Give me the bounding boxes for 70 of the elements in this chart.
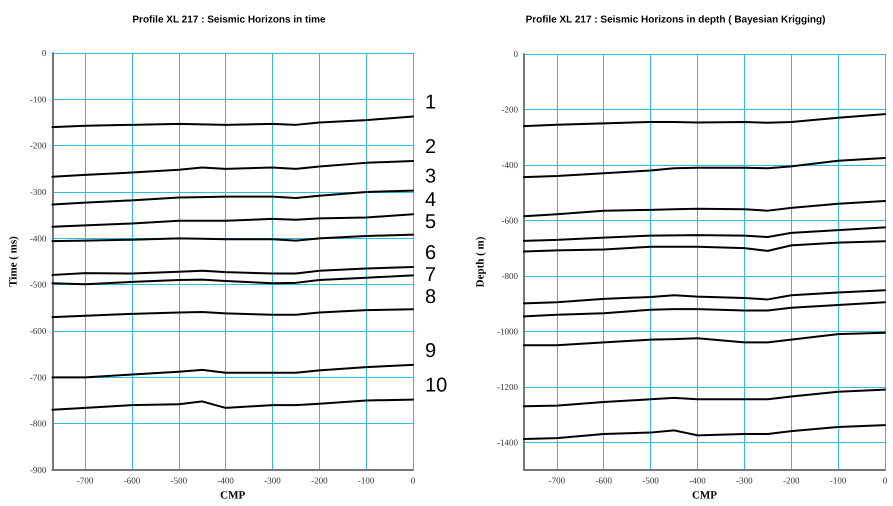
line-series <box>523 226 886 242</box>
y-tick-label: -800 <box>30 418 47 429</box>
line-series <box>523 332 886 346</box>
line-series <box>51 266 414 276</box>
line-series <box>51 274 414 286</box>
x-tick-label: 0 <box>882 476 888 486</box>
series-label: 1 <box>425 91 436 114</box>
y-tick-label: -700 <box>30 372 47 382</box>
y-tick-label: -1000 <box>497 326 518 336</box>
x-tick-label: -700 <box>76 476 94 486</box>
x-tick-label: 0 <box>410 476 416 486</box>
y-tick-label: -500 <box>30 280 47 290</box>
x-tick-label: -100 <box>358 476 375 486</box>
line-series <box>51 364 414 378</box>
line-series <box>523 289 886 304</box>
x-tick-label: -500 <box>170 476 188 486</box>
line-series <box>523 240 886 252</box>
y-axis-title: Depth ( m) <box>474 236 487 288</box>
line-series <box>51 213 414 228</box>
line-series <box>523 301 886 318</box>
y-tick-label: -800 <box>502 270 518 281</box>
series-label: 4 <box>425 189 436 212</box>
x-tick-label: -600 <box>595 476 612 486</box>
y-tick-label: -300 <box>30 187 47 197</box>
y-tick-label: -100 <box>30 94 47 104</box>
line-series <box>523 113 886 128</box>
line-series <box>51 308 414 318</box>
x-axis-title: CMP <box>692 490 718 502</box>
line-series <box>523 388 886 408</box>
line-series <box>51 115 414 128</box>
line-series <box>523 157 886 178</box>
line-series <box>51 398 414 411</box>
line-series <box>523 424 886 440</box>
series-label: 8 <box>425 286 436 308</box>
x-tick-label: -400 <box>217 476 234 486</box>
line-series <box>51 234 414 242</box>
chart-title: Profile XL 217 : Seismic Horizons in time <box>132 14 326 26</box>
chart-title: Profile XL 217 : Seismic Horizons in depth ( Bayesian Krigging) <box>526 14 826 26</box>
series-label: 7 <box>425 264 436 286</box>
x-tick-label: -300 <box>736 476 754 486</box>
x-tick-label: -600 <box>124 476 141 486</box>
y-tick-label: -200 <box>30 140 47 151</box>
y-axis-title: Time ( ms) <box>8 236 20 287</box>
y-tick-label: 0 <box>514 49 518 59</box>
x-tick-label: -100 <box>830 476 847 486</box>
series-label: 2 <box>425 136 436 158</box>
y-tick-label: -1200 <box>497 382 518 392</box>
x-tick-label: -200 <box>782 476 800 486</box>
line-series <box>523 200 886 218</box>
y-tick-label: -1400 <box>497 437 518 448</box>
series-label: 10 <box>425 374 448 397</box>
x-tick-label: -700 <box>548 476 566 486</box>
line-series <box>51 160 414 178</box>
y-tick-label: -600 <box>30 326 47 336</box>
y-tick-label: -400 <box>502 160 518 170</box>
series-label: 9 <box>425 340 436 362</box>
series-label: 5 <box>425 211 436 234</box>
y-tick-label: 0 <box>42 48 47 58</box>
x-tick-label: -400 <box>689 476 706 486</box>
y-tick-label: -200 <box>502 104 518 114</box>
x-tick-label: -300 <box>264 476 282 486</box>
series-label: 6 <box>425 242 436 264</box>
series-label: 3 <box>425 166 436 188</box>
y-tick-label: -400 <box>30 233 47 244</box>
y-tick-label: -600 <box>502 215 518 226</box>
x-tick-label: -500 <box>642 476 660 486</box>
x-tick-label: -200 <box>311 476 328 486</box>
line-series <box>51 190 414 206</box>
y-tick-label: -900 <box>30 465 47 475</box>
x-axis-title: CMP <box>220 490 246 502</box>
